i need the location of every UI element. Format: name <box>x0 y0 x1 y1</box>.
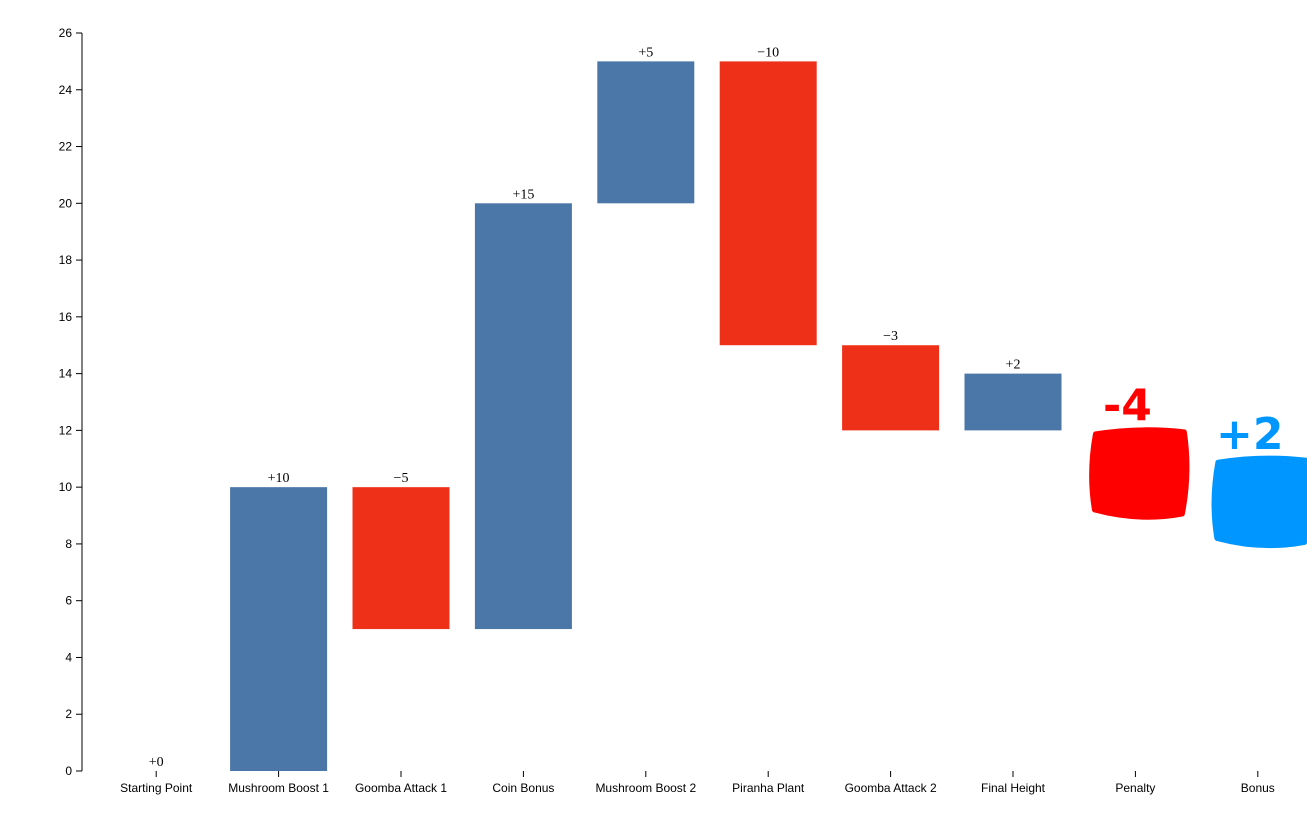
y-tick-label: 18 <box>59 253 73 267</box>
x-tick-label: Coin Bonus <box>492 781 554 795</box>
bar-value-label: −10 <box>757 45 779 60</box>
bar <box>842 345 940 431</box>
bar-value-label: +10 <box>268 471 290 486</box>
x-tick-label: Final Height <box>981 781 1046 795</box>
y-tick-label: 12 <box>59 423 73 437</box>
bar-labels: +0 +10 −5 +15 +5 −10 −3 +2 -4 +2 <box>149 45 1284 770</box>
bar-value-label: −5 <box>394 471 409 486</box>
bar <box>474 203 572 630</box>
bar-value-label: −3 <box>883 329 898 344</box>
x-tick-label: Mushroom Boost 1 <box>228 781 329 795</box>
x-tick-label: Piranha Plant <box>732 781 805 795</box>
y-tick-label: 16 <box>59 310 73 324</box>
bar <box>1089 427 1190 520</box>
bar <box>230 487 328 771</box>
y-tick-label: 26 <box>59 26 73 40</box>
x-tick-label: Penalty <box>1115 781 1155 795</box>
bar-value-label: +15 <box>512 187 534 202</box>
y-tick-label: 0 <box>65 764 72 778</box>
x-axis: Starting Point Mushroom Boost 1 Goomba Att… <box>120 771 1275 795</box>
bar <box>964 373 1062 431</box>
y-tick-label: 4 <box>65 650 72 664</box>
x-tick-label: Bonus <box>1241 781 1275 795</box>
bar-value-label: +2 <box>1216 409 1283 460</box>
y-tick-label: 24 <box>59 83 73 97</box>
bar <box>719 61 817 346</box>
bar-value-label: +2 <box>1006 358 1021 373</box>
bar-value-label: +5 <box>638 45 653 60</box>
x-tick-label: Goomba Attack 2 <box>845 781 937 795</box>
bar-value-label: -4 <box>1103 380 1152 431</box>
y-tick-label: 6 <box>65 594 72 608</box>
x-tick-label: Starting Point <box>120 781 193 795</box>
y-tick-label: 20 <box>59 196 73 210</box>
y-tick-label: 22 <box>59 140 73 154</box>
y-tick-label: 8 <box>65 537 72 551</box>
bars <box>230 61 1307 771</box>
bar-value-label: +0 <box>149 755 164 770</box>
x-tick-label: Goomba Attack 1 <box>355 781 447 795</box>
y-tick-label: 10 <box>59 480 73 494</box>
y-tick-label: 2 <box>65 707 72 721</box>
bar <box>597 61 695 204</box>
y-tick-label: 14 <box>59 367 73 381</box>
x-tick-label: Mushroom Boost 2 <box>595 781 696 795</box>
bar <box>352 487 450 630</box>
bar <box>1211 455 1307 549</box>
